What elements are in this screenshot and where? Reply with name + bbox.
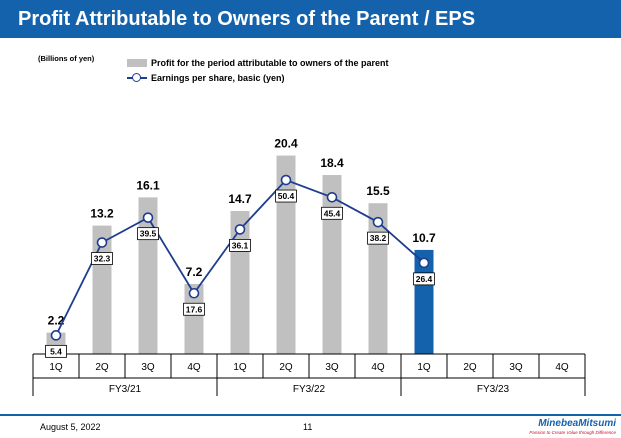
eps-label-box-1 [45,344,67,358]
bar-label-8: 15.5 [366,184,390,198]
category-label-3: 3Q [141,362,155,373]
category-label-8: 4Q [371,362,385,373]
eps-label-1: 5.4 [50,346,62,356]
eps-label-9: 26.4 [416,274,433,284]
group-label-1: FY3/21 [109,384,142,395]
legend-swatch-bar [127,58,147,67]
logo-tagline: Passion to Create Value through Differen… [529,430,616,435]
bar-label-1: 2.2 [48,314,65,328]
eps-label-box-2 [91,252,113,265]
bar-label-6: 20.4 [274,137,298,151]
category-label-5: 1Q [233,362,247,373]
group-label-2: FY3/22 [293,384,326,395]
bar-6 [276,155,296,354]
group-label-3: FY3/23 [477,384,510,395]
eps-point-5 [234,224,246,235]
eps-point-6 [280,174,292,186]
page-number: 11 [303,422,313,432]
bar-label-5: 14.7 [228,192,252,206]
bar-4 [184,283,204,354]
category-label-12: 4Q [555,362,569,373]
legend-label-bar: Profit for the period attributable to ow… [151,57,389,68]
eps-label-box-3 [137,227,159,241]
company-logo: MinebeaMitsumi Passion to Create Value t… [506,418,616,435]
legend: Profit for the period attributable to ow… [127,55,389,85]
eps-point-8 [372,216,384,228]
eps-label-box-5 [229,238,251,252]
category-label-11: 3Q [509,362,523,373]
logo-name: MinebeaMitsumi [538,418,616,429]
bar-label-3: 16.1 [136,178,160,192]
eps-point-1 [50,330,62,341]
category-label-4: 4Q [187,362,201,373]
eps-point-9 [418,257,430,269]
eps-label-box-6 [275,189,297,203]
eps-label-box-9 [413,272,435,286]
eps-label-box-8 [367,231,389,245]
eps-label-5: 36.1 [232,240,249,250]
bar-label-4: 7.2 [186,265,203,279]
eps-label-6: 50.4 [278,191,295,201]
unit-label: (Billions of yen) [38,54,95,63]
eps-point-7 [326,191,338,203]
eps-point-3 [142,212,154,223]
footer-divider [0,414,621,416]
bar-label-9: 10.7 [412,231,436,245]
footer-date: August 5, 2022 [40,422,101,432]
category-label-10: 2Q [463,362,477,373]
eps-label-7: 45.4 [324,208,341,218]
bar-label-2: 13.2 [90,207,114,221]
category-label-2: 2Q [95,362,109,373]
eps-label-3: 39.5 [140,229,157,239]
eps-label-box-7 [321,206,343,220]
eps-label-box-4 [183,302,205,316]
title-bar: Profit Attributable to Owners of the Par… [0,0,621,38]
eps-point-2 [96,237,108,248]
category-label-1: 1Q [49,362,63,373]
eps-point-4 [188,287,200,299]
page-title: Profit Attributable to Owners of the Par… [18,8,476,30]
eps-label-4: 17.6 [186,304,203,314]
bar-7 [322,175,342,354]
legend-entry-line: Earnings per share, basic (yen) [127,70,389,85]
eps-label-8: 38.2 [370,233,387,243]
legend-entry-bar: Profit for the period attributable to ow… [127,55,389,70]
category-label-6: 2Q [279,362,293,373]
bar-label-7: 18.4 [320,156,344,170]
eps-label-2: 32.3 [94,254,111,264]
legend-swatch-line [127,72,147,83]
legend-label-line: Earnings per share, basic (yen) [151,72,285,83]
category-label-9: 1Q [417,362,431,373]
category-label-7: 3Q [325,362,339,373]
